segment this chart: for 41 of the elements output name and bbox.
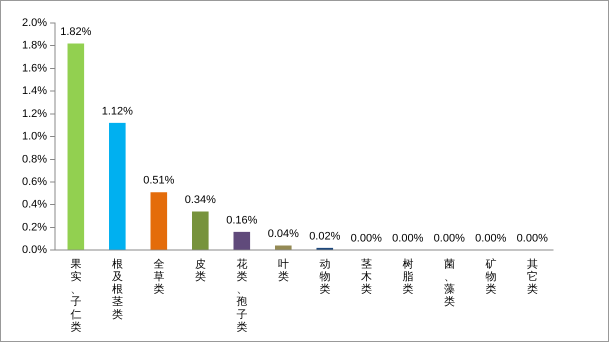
data-label: 1.82% bbox=[60, 26, 92, 38]
data-label: 0.04% bbox=[268, 228, 300, 240]
x-tick-label: 叶类 bbox=[278, 257, 289, 283]
x-tick-label: 果实、子仁类 bbox=[70, 257, 82, 334]
x-tick-label: 矿物类 bbox=[484, 257, 496, 296]
y-tick-label: 0.8% bbox=[22, 153, 48, 166]
x-tick-label: 根及根茎类 bbox=[112, 257, 123, 321]
data-label: 1.12% bbox=[102, 105, 134, 118]
y-tick-label: 1.2% bbox=[22, 108, 48, 120]
y-tick-label: 1.6% bbox=[22, 62, 48, 74]
x-tick-label: 动物类 bbox=[319, 257, 330, 296]
y-tick-label: 1.0% bbox=[22, 130, 48, 143]
x-tick-label: 全草类 bbox=[153, 257, 164, 296]
data-label: 0.16% bbox=[226, 214, 258, 226]
bar bbox=[150, 192, 168, 250]
bar bbox=[109, 122, 126, 250]
x-tick-label: 其它类 bbox=[526, 257, 538, 296]
y-tick-label: 0.4% bbox=[22, 198, 48, 211]
data-label: 0.00% bbox=[516, 232, 548, 245]
x-tick-label: 菌、藻类 bbox=[444, 257, 455, 308]
data-label: 0.34% bbox=[184, 194, 216, 206]
data-label: 0.51% bbox=[143, 174, 175, 187]
data-label: 0.02% bbox=[309, 230, 341, 242]
x-tick-label: 茎木类 bbox=[360, 257, 372, 296]
y-tick-label: 2.0% bbox=[22, 17, 48, 30]
x-tick-label: 花类、孢子类 bbox=[236, 257, 248, 334]
data-label: 0.00% bbox=[475, 232, 507, 245]
x-tick-label: 树脂类 bbox=[402, 257, 414, 296]
y-tick-label: 1.4% bbox=[22, 85, 48, 98]
y-tick-label: 0.6% bbox=[22, 176, 48, 188]
bar bbox=[68, 43, 84, 250]
bar bbox=[233, 232, 250, 250]
data-label: 0.00% bbox=[434, 232, 466, 245]
y-tick-label: 0.0% bbox=[22, 244, 48, 256]
y-tick-label: 0.2% bbox=[22, 221, 48, 234]
bar bbox=[274, 246, 292, 250]
bar bbox=[192, 211, 209, 250]
y-tick-label: 1.8% bbox=[22, 40, 48, 52]
data-label: 0.00% bbox=[392, 232, 424, 245]
x-tick-label: 皮类 bbox=[194, 257, 206, 283]
data-label: 0.00% bbox=[350, 232, 382, 245]
